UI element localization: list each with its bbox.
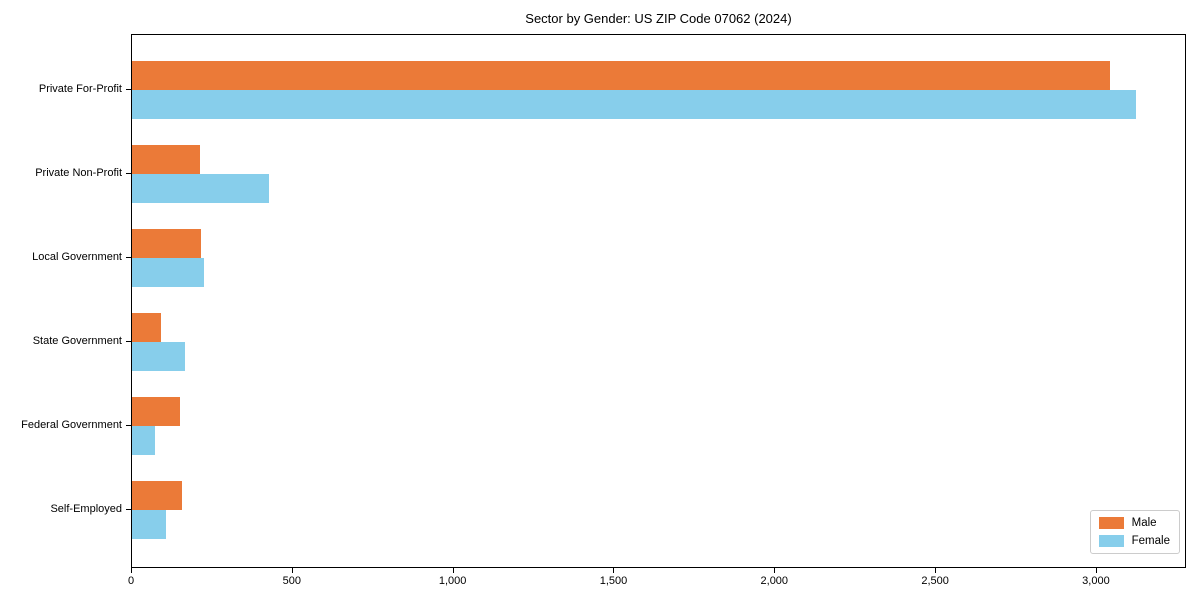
y-tick-1 — [126, 173, 131, 174]
bar-female-3 — [132, 342, 185, 371]
x-tick-5 — [935, 568, 937, 573]
x-tick-label-2: 1,000 — [438, 575, 467, 587]
y-tick-2 — [126, 257, 131, 258]
bar-male-1 — [132, 145, 200, 174]
bar-female-0 — [132, 90, 1136, 119]
y-tick-3 — [126, 341, 131, 342]
y-axis-label-0: Private For-Profit — [38, 83, 122, 95]
bar-female-4 — [132, 426, 155, 455]
y-axis-label-1: Private Non-Profit — [35, 167, 122, 179]
plot-area: Male Female — [131, 34, 1186, 568]
y-axis-label-2: Local Government — [32, 251, 122, 263]
legend-label-female: Female — [1131, 535, 1170, 547]
x-tick-3 — [613, 568, 615, 573]
legend: Male Female — [1089, 510, 1180, 554]
bar-male-4 — [132, 397, 180, 426]
bar-male-0 — [132, 61, 1110, 90]
bar-male-5 — [132, 481, 182, 510]
female-swatch-icon — [1098, 535, 1124, 547]
y-tick-0 — [126, 89, 131, 90]
x-tick-0 — [131, 568, 132, 573]
bar-male-3 — [132, 313, 161, 342]
y-axis-label-4: Federal Government — [21, 419, 122, 431]
y-axis-label-3: State Government — [32, 335, 122, 347]
legend-label-male: Male — [1131, 517, 1157, 529]
x-tick-label-4: 2,000 — [760, 575, 789, 587]
bar-female-5 — [132, 510, 166, 539]
x-tick-6 — [1095, 568, 1097, 573]
x-tick-label-6: 3,000 — [1082, 575, 1110, 587]
bar-female-1 — [132, 174, 269, 203]
x-tick-label-0: 0 — [127, 575, 135, 587]
male-swatch-icon — [1098, 517, 1124, 529]
y-tick-4 — [126, 425, 131, 426]
bar-male-2 — [132, 229, 201, 258]
x-tick-2 — [452, 568, 454, 573]
legend-item-female: Female — [1098, 535, 1170, 547]
x-tick-label-5: 2,500 — [921, 575, 949, 587]
legend-item-male: Male — [1098, 517, 1170, 529]
x-tick-4 — [774, 568, 776, 573]
bar-female-2 — [132, 258, 204, 287]
x-tick-label-3: 1,500 — [599, 575, 628, 587]
chart-title: Sector by Gender: US ZIP Code 07062 (202… — [525, 11, 792, 26]
y-tick-5 — [126, 509, 131, 510]
y-axis-label-5: Self-Employed — [50, 503, 122, 515]
x-tick-1 — [291, 568, 293, 573]
x-tick-label-1: 500 — [282, 575, 301, 587]
